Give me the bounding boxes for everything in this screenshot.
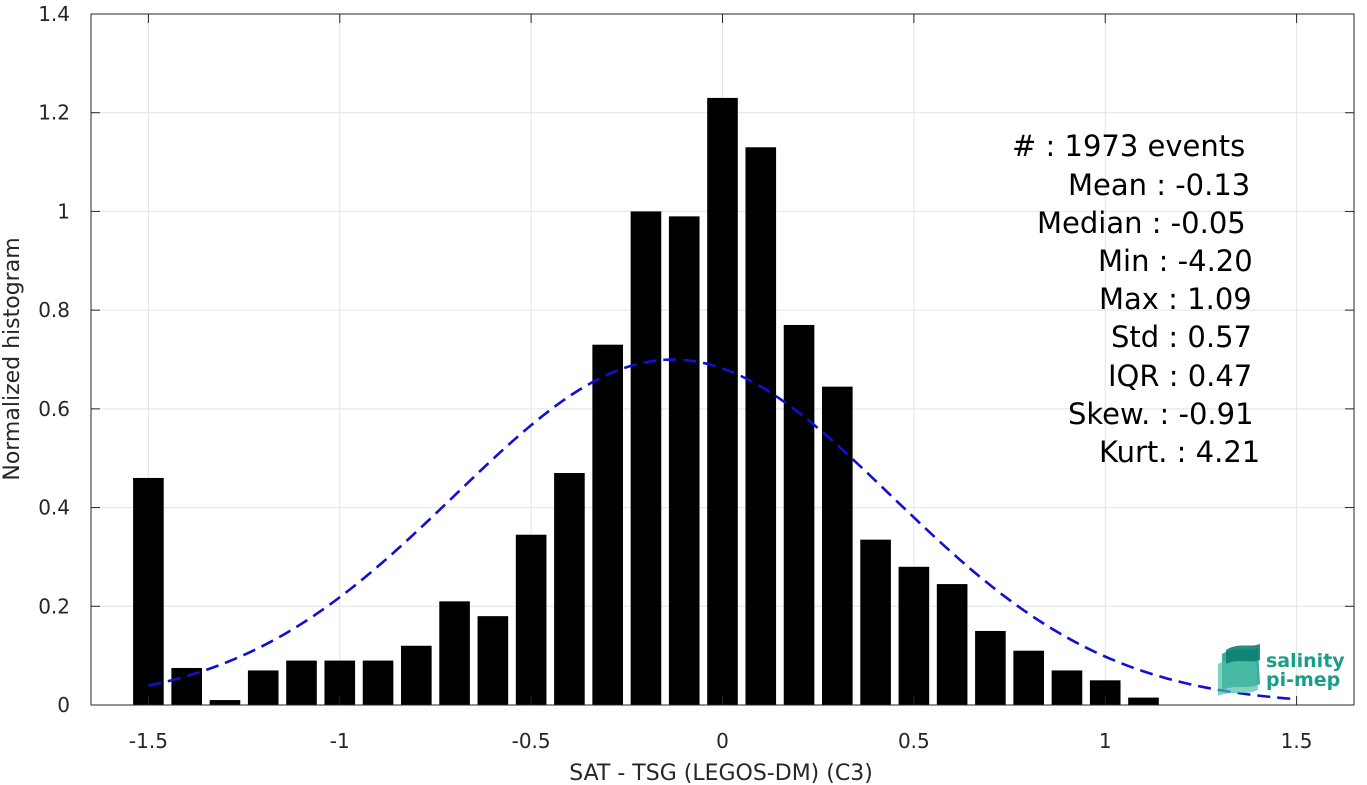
- y-tick-label: 1: [57, 199, 70, 223]
- statistics-annotation: # : 1973 events Mean : -0.13 Median : -0…: [1012, 129, 1260, 469]
- stat-std: Std : 0.57: [1111, 320, 1252, 354]
- histogram-bar: [898, 566, 930, 705]
- histogram-bar: [1128, 697, 1159, 705]
- salinity-pi-mep-logo: salinity pi-mep: [1218, 644, 1345, 696]
- histogram-bar: [477, 616, 509, 705]
- histogram-bar: [936, 584, 968, 705]
- histogram-bar: [133, 477, 164, 705]
- stat-min: Min : -4.20: [1098, 244, 1253, 278]
- histogram-bar: [209, 700, 241, 705]
- y-tick-label: 0.6: [38, 397, 70, 421]
- histogram-bar: [362, 660, 394, 705]
- histogram-bar: [286, 660, 317, 705]
- salinity-wave-icon: [1218, 644, 1260, 696]
- x-tick-label: 1: [1099, 729, 1112, 753]
- logo-line-2: pi-mep: [1266, 669, 1340, 691]
- axis-ticks: [91, 13, 1354, 706]
- x-tick-label: -0.5: [512, 729, 551, 753]
- stat-count: # : 1973 events: [1012, 129, 1245, 163]
- y-tick-label: 0.8: [38, 298, 70, 322]
- histogram-bar: [860, 539, 891, 705]
- y-tick-label: 0: [57, 693, 70, 717]
- x-axis-title: SAT - TSG (LEGOS-DM) (C3): [569, 761, 873, 785]
- y-tick-label: 0.2: [38, 594, 70, 618]
- histogram-bar: [592, 344, 623, 705]
- stat-kurt: Kurt. : 4.21: [1099, 435, 1260, 469]
- stat-max: Max : 1.09: [1099, 282, 1252, 316]
- histogram-bar: [668, 216, 700, 705]
- histogram-bar: [630, 211, 662, 705]
- bars: [133, 97, 1159, 705]
- logo-line-1: salinity: [1266, 650, 1345, 672]
- histogram-bar: [745, 147, 777, 705]
- histogram-bar: [401, 645, 432, 705]
- y-tick-label: 1.2: [38, 101, 70, 125]
- x-tick-labels: -1.5 -1 -0.5 0 0.5 1 1.5: [129, 729, 1313, 753]
- histogram-bar: [439, 601, 470, 705]
- x-tick-label: -1: [330, 729, 350, 753]
- histogram-bar: [707, 97, 738, 705]
- x-tick-label: 0.5: [898, 729, 930, 753]
- x-tick-label: 0: [716, 729, 729, 753]
- gaussian-fit-curve: [148, 358, 1297, 701]
- y-tick-label: 0.4: [38, 496, 70, 520]
- stat-iqr: IQR : 0.47: [1108, 359, 1252, 393]
- histogram-bar: [247, 670, 279, 705]
- y-axis-title: Normalized histogram: [0, 237, 25, 480]
- histogram-bar: [1013, 650, 1044, 705]
- x-tick-label: -1.5: [129, 729, 168, 753]
- stat-skew: Skew. : -0.91: [1068, 397, 1254, 431]
- histogram-bar: [783, 324, 815, 705]
- y-tick-label: 1.4: [38, 2, 70, 26]
- histogram-bar: [1051, 670, 1083, 705]
- histogram-bar: [822, 386, 853, 705]
- histogram-bar: [975, 630, 1006, 705]
- y-tick-labels: 0 0.2 0.4 0.6 0.8 1 1.2 1.4: [38, 2, 70, 717]
- histogram-bar: [515, 534, 547, 705]
- histogram-bar: [554, 473, 585, 705]
- stat-median: Median : -0.05: [1037, 206, 1246, 240]
- x-tick-label: 1.5: [1281, 729, 1313, 753]
- stat-mean: Mean : -0.13: [1068, 168, 1250, 202]
